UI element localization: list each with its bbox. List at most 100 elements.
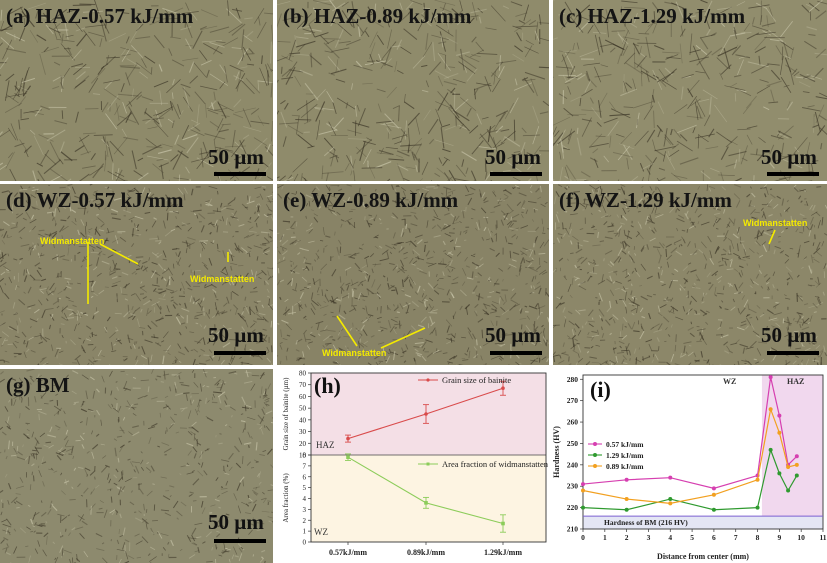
grain-boundary — [521, 330, 527, 335]
grain-boundary — [465, 167, 469, 175]
grain-boundary — [126, 63, 138, 80]
grain-boundary — [446, 199, 449, 208]
frame — [310, 372, 547, 543]
grain-boundary — [255, 311, 259, 314]
grain-boundary — [765, 337, 769, 339]
grain-boundary — [242, 34, 253, 42]
grain-boundary — [308, 24, 316, 38]
grain-boundary — [525, 260, 531, 263]
grain-boundary — [6, 234, 9, 238]
grain-boundary — [49, 9, 68, 23]
grain-boundary — [48, 468, 55, 471]
grain-boundary — [160, 381, 165, 383]
grain-boundary — [132, 431, 140, 437]
chart-h: (h) HAZ WZ Grain size of bainite (µm) Ar… — [282, 370, 549, 558]
grain-boundary — [751, 192, 756, 198]
grain-boundary — [74, 145, 85, 153]
grain-boundary — [611, 223, 614, 227]
grain-boundary — [121, 293, 128, 296]
grain-boundary — [424, 299, 428, 302]
grain-boundary — [34, 374, 42, 381]
grain-boundary — [726, 138, 738, 146]
grain-boundary — [206, 385, 210, 388]
grain-boundary — [816, 241, 821, 251]
grain-boundary — [40, 500, 43, 503]
grain-boundary — [292, 158, 308, 173]
grain-boundary — [656, 248, 662, 257]
grain-boundary — [789, 247, 794, 250]
grain-boundary — [377, 103, 382, 113]
grain-boundary — [172, 210, 180, 214]
grain-boundary — [152, 483, 155, 485]
grain-boundary — [216, 311, 224, 315]
grain-boundary — [450, 87, 456, 94]
grain-boundary — [360, 27, 368, 37]
grain-boundary — [657, 323, 663, 331]
grain-boundary — [624, 274, 630, 279]
legend-i-2: 1.29 kJ/mm — [588, 451, 644, 460]
grain-boundary — [179, 288, 182, 291]
grain-boundary — [175, 431, 180, 434]
grain-boundary — [231, 212, 235, 216]
grain-boundary — [780, 21, 793, 38]
grain-boundary — [538, 22, 549, 24]
grain-boundary — [122, 359, 125, 362]
grain-boundary — [73, 63, 87, 76]
grain-boundary — [77, 515, 85, 521]
grain-boundary — [436, 198, 439, 202]
grain-boundary — [93, 310, 99, 315]
grain-boundary — [756, 305, 761, 309]
grain-boundary — [26, 428, 30, 432]
grain-boundary — [60, 76, 64, 92]
grain-boundary — [247, 494, 250, 499]
grain-boundary — [355, 252, 360, 255]
grain-boundary — [4, 473, 8, 478]
grain-boundary — [407, 8, 413, 15]
grain-boundary — [541, 218, 543, 225]
grain-boundary — [686, 203, 693, 206]
grain-boundary — [557, 130, 576, 145]
grain-boundary — [311, 198, 316, 203]
grain-boundary — [525, 40, 535, 46]
grain-boundary — [249, 306, 252, 316]
grain-boundary — [18, 226, 26, 233]
grain-boundary — [86, 450, 90, 454]
grain-boundary — [44, 337, 50, 340]
grain-boundary — [413, 357, 416, 362]
grain-boundary — [295, 40, 316, 48]
grain-boundary — [22, 217, 27, 221]
grain-boundary — [169, 36, 181, 39]
grain-boundary — [585, 73, 590, 81]
grain-boundary — [729, 259, 733, 268]
grain-boundary — [141, 345, 146, 355]
grain-boundary — [79, 514, 85, 522]
grain-boundary — [657, 187, 662, 194]
grain-boundary — [150, 67, 153, 74]
grain-boundary — [433, 349, 440, 354]
grain-boundary — [144, 339, 153, 344]
grain-boundary — [417, 256, 420, 260]
grain-boundary — [755, 240, 761, 247]
grain-boundary — [124, 539, 130, 543]
grain-boundary — [290, 265, 298, 273]
grain-boundary — [801, 342, 804, 347]
grain-boundary — [256, 313, 262, 319]
grain-boundary — [5, 48, 27, 54]
grain-boundary — [780, 76, 792, 94]
grain-boundary — [434, 70, 450, 79]
grain-boundary — [365, 258, 368, 268]
grain-boundary — [564, 81, 571, 85]
i-xtick-label: 0 — [581, 533, 585, 542]
grain-boundary — [594, 74, 612, 78]
grain-boundary — [493, 204, 501, 208]
grain-boundary — [56, 38, 75, 42]
grain-boundary — [437, 75, 444, 87]
grain-boundary — [633, 330, 640, 333]
grain-boundary — [620, 201, 628, 208]
grain-boundary — [170, 416, 176, 423]
grain-boundary — [15, 500, 23, 506]
microstructure-texture — [553, 184, 827, 365]
grain-boundary — [263, 248, 267, 252]
grain-boundary — [566, 184, 570, 189]
grain-boundary — [147, 310, 152, 315]
